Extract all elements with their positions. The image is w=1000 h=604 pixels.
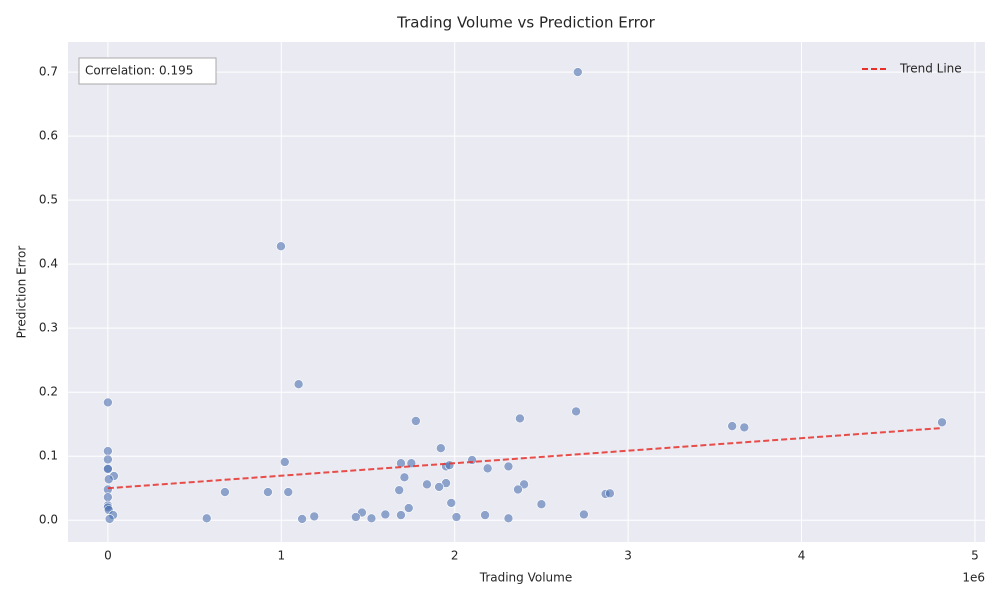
point (444, 460, 455, 470)
point (276, 241, 286, 252)
point (103, 446, 113, 456)
point (446, 498, 457, 508)
point (263, 487, 273, 497)
point (351, 512, 361, 522)
point (579, 509, 589, 520)
x-tick-label: 5 (971, 549, 979, 563)
point (573, 67, 583, 77)
y-tick-label: 0.4 (39, 257, 58, 271)
point (571, 406, 581, 417)
x-tick-label: 2 (451, 549, 459, 563)
point (513, 484, 523, 495)
point (605, 488, 615, 499)
x-tick-label: 3 (624, 549, 632, 563)
grid (68, 42, 985, 542)
point (103, 492, 113, 502)
annotation-box (78, 57, 217, 85)
marks (103, 67, 947, 524)
point (396, 510, 406, 520)
point (503, 513, 514, 524)
point (297, 514, 307, 524)
point (293, 379, 304, 389)
point (436, 443, 446, 454)
point (451, 512, 462, 522)
point (394, 485, 405, 495)
y-tick-label: 0.0 (39, 513, 58, 527)
point (201, 513, 212, 524)
point (103, 464, 113, 474)
y-tick-label: 0.5 (39, 193, 58, 207)
point (399, 472, 410, 483)
point (515, 413, 525, 424)
y-tick-label: 0.1 (39, 449, 58, 463)
point (220, 487, 230, 497)
trend-line (107, 427, 943, 490)
point (503, 461, 514, 472)
point (103, 454, 113, 465)
point (467, 455, 477, 465)
x-tick-label: 0 (104, 549, 112, 563)
y-tick-label: 0.6 (39, 129, 58, 143)
y-tick-label: 0.3 (39, 321, 58, 335)
x-tick-label: 4 (798, 549, 806, 563)
plot-area (68, 42, 985, 542)
annotation: Correlation: 0.195 (85, 64, 193, 78)
legend-label: Trend Line (899, 62, 962, 76)
point (937, 417, 947, 428)
point (309, 511, 320, 522)
y-tick-label: 0.7 (39, 65, 58, 79)
point (739, 422, 750, 433)
point (536, 499, 547, 510)
point (482, 463, 493, 474)
point (279, 457, 290, 467)
x-axis-label: Trading Volume (479, 571, 572, 585)
point (380, 509, 391, 520)
point (104, 514, 115, 524)
point (103, 397, 113, 408)
point (283, 487, 294, 497)
y-tick-label: 0.2 (39, 385, 58, 399)
x-offset-label: 1e6 (962, 571, 985, 585)
point (434, 482, 444, 492)
point (403, 503, 414, 513)
x-tick-label: 1 (277, 549, 285, 563)
point (411, 416, 421, 426)
point (103, 474, 114, 485)
point (727, 421, 737, 431)
point (422, 479, 432, 490)
y-axis-label: Prediction Error (15, 246, 29, 339)
point (480, 510, 490, 520)
chart-title: Trading Volume vs Prediction Error (396, 14, 655, 32)
point (366, 513, 377, 524)
